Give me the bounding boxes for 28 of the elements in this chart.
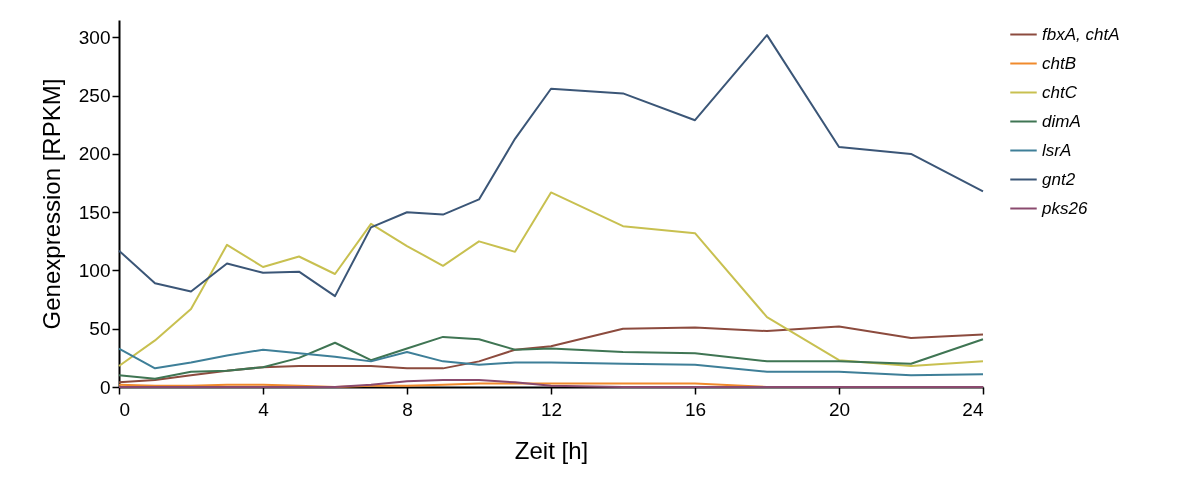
y-tick-label: 100 bbox=[78, 259, 111, 281]
line-series bbox=[118, 34, 984, 298]
line-series bbox=[118, 335, 984, 380]
line-series bbox=[118, 191, 984, 368]
y-tick-label: 300 bbox=[78, 26, 111, 48]
x-tick-label: 8 bbox=[402, 398, 413, 420]
line-series bbox=[118, 347, 984, 377]
x-tick-label: 20 bbox=[828, 398, 851, 420]
y-tick-label: 0 bbox=[99, 376, 111, 398]
x-tick-label: 24 bbox=[962, 398, 984, 420]
y-axis-title: Genexpression [RPKM] bbox=[37, 78, 65, 330]
x-tick-label: 4 bbox=[258, 398, 270, 420]
legend-label: fbxA, chtA bbox=[1042, 24, 1120, 44]
x-tick-label: 16 bbox=[684, 398, 707, 420]
legend-label: chtB bbox=[1042, 53, 1077, 73]
legend-label: pks26 bbox=[1041, 198, 1088, 218]
legend-label: lsrA bbox=[1042, 140, 1072, 160]
y-tick-label: 150 bbox=[78, 201, 111, 223]
y-tick-label: 250 bbox=[78, 85, 111, 107]
legend-label: chtC bbox=[1042, 82, 1078, 102]
y-tick-label: 200 bbox=[78, 143, 111, 165]
x-tick-label: 0 bbox=[119, 398, 131, 420]
y-tick-label: 50 bbox=[89, 318, 111, 340]
legend-label: gnt2 bbox=[1042, 169, 1076, 189]
x-axis-title: Zeit [h] bbox=[514, 436, 589, 464]
x-tick-label: 12 bbox=[540, 398, 563, 420]
line-series bbox=[118, 325, 984, 384]
legend-label: dimA bbox=[1042, 111, 1081, 131]
